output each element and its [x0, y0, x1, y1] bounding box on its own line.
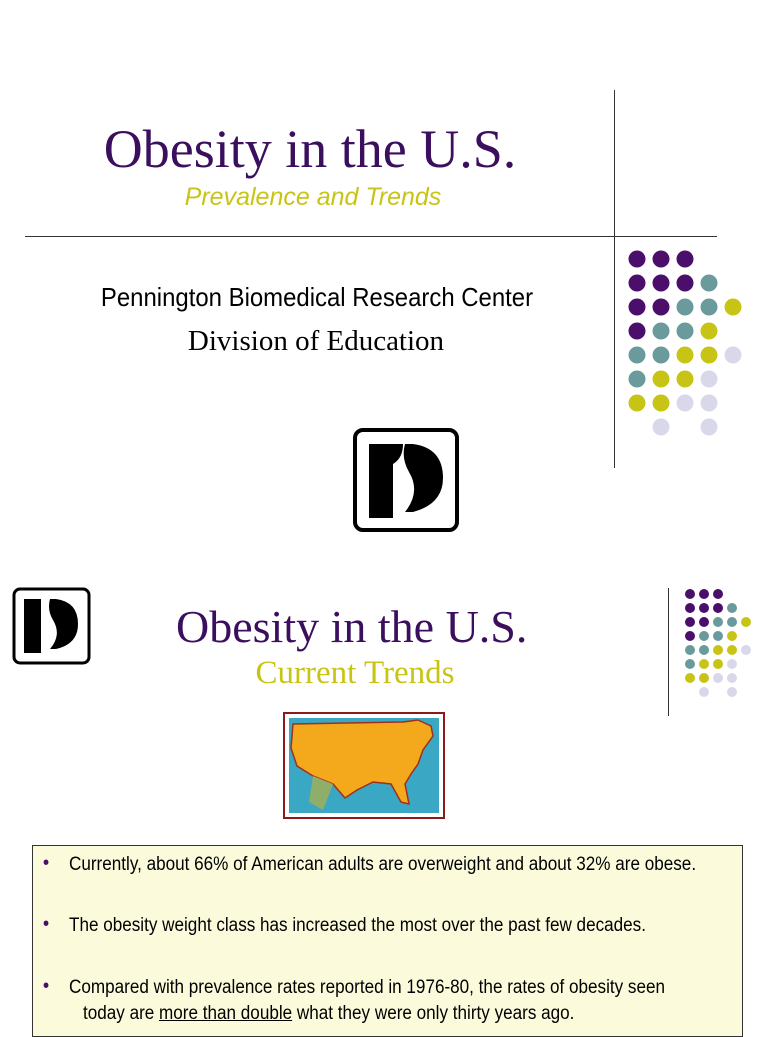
dot [685, 603, 695, 613]
dot [676, 274, 694, 292]
dot [700, 346, 718, 364]
dot [713, 631, 723, 641]
dot [628, 346, 646, 364]
dot [699, 659, 709, 669]
organization: Pennington Biomedical Research Center [100, 282, 534, 312]
dot [727, 603, 737, 613]
dot [628, 394, 646, 412]
slide-title: Obesity in the U.S. [103, 119, 517, 179]
dot [727, 673, 737, 683]
dot [741, 617, 751, 627]
map-image [283, 712, 445, 819]
dot [652, 370, 670, 388]
dot [652, 298, 670, 316]
dot [700, 394, 718, 412]
dot [699, 631, 709, 641]
dot [699, 603, 709, 613]
dot [713, 673, 723, 683]
dot [700, 298, 718, 316]
dot [652, 394, 670, 412]
dot [628, 298, 646, 316]
divider [668, 588, 669, 716]
dot [685, 589, 695, 599]
bullet: • The obesity weight class has increased … [42, 913, 646, 936]
dot [628, 274, 646, 292]
bullet-continuation: today are more than double what they wer… [83, 1003, 574, 1025]
dot [741, 645, 751, 655]
dot-pattern [685, 589, 751, 697]
bullet: • Compared with prevalence rates reported… [42, 975, 665, 998]
dot [700, 274, 718, 292]
dot [713, 659, 723, 669]
dot [676, 250, 694, 268]
bullet-text: today are [83, 1003, 160, 1024]
dot [676, 298, 694, 316]
dot [676, 370, 694, 388]
dot [652, 250, 670, 268]
dot [685, 645, 695, 655]
division: Division of Education [187, 325, 445, 357]
dot [652, 322, 670, 340]
dot [676, 394, 694, 412]
dot [699, 645, 709, 655]
dot [685, 659, 695, 669]
slide-subtitle: Current Trends [255, 655, 455, 691]
slide-title: Obesity in the U.S. [176, 601, 528, 652]
dot [713, 589, 723, 599]
dot [628, 322, 646, 340]
dot [700, 418, 718, 436]
dot [713, 617, 723, 627]
dot [699, 589, 709, 599]
dot [652, 274, 670, 292]
dot [727, 617, 737, 627]
dot [699, 617, 709, 627]
dot [724, 298, 742, 316]
slide-subtitle: Prevalence and Trends [184, 183, 442, 211]
bullet: • Currently, about 66% of American adults… [42, 852, 697, 875]
dot [724, 346, 742, 364]
bullet-text: Compared with prevalence rates reported … [69, 977, 665, 998]
bullet-box: • Currently, about 66% of American adults… [32, 845, 743, 1037]
bullet-text: The obesity weight class has increased t… [69, 915, 646, 936]
dot [699, 673, 709, 683]
dot [727, 659, 737, 669]
bullet-text: what they were only thirty years ago. [292, 1003, 575, 1024]
dot [699, 687, 709, 697]
dot [652, 418, 670, 436]
dot [652, 346, 670, 364]
dot [700, 370, 718, 388]
dot-pattern [628, 250, 742, 436]
dot [727, 645, 737, 655]
divider [614, 90, 615, 468]
bullet-emphasis: more than double [159, 1003, 293, 1024]
dot [685, 617, 695, 627]
dot [727, 631, 737, 641]
dot [713, 603, 723, 613]
bullet-text: Currently, about 66% of American adults … [69, 854, 697, 875]
dot [676, 346, 694, 364]
dot [676, 322, 694, 340]
dot [700, 322, 718, 340]
logo [353, 428, 459, 532]
dot [713, 645, 723, 655]
divider [25, 236, 717, 237]
dot [685, 631, 695, 641]
dot [628, 250, 646, 268]
dot [727, 687, 737, 697]
logo [12, 587, 91, 665]
dot [628, 370, 646, 388]
dot [685, 673, 695, 683]
